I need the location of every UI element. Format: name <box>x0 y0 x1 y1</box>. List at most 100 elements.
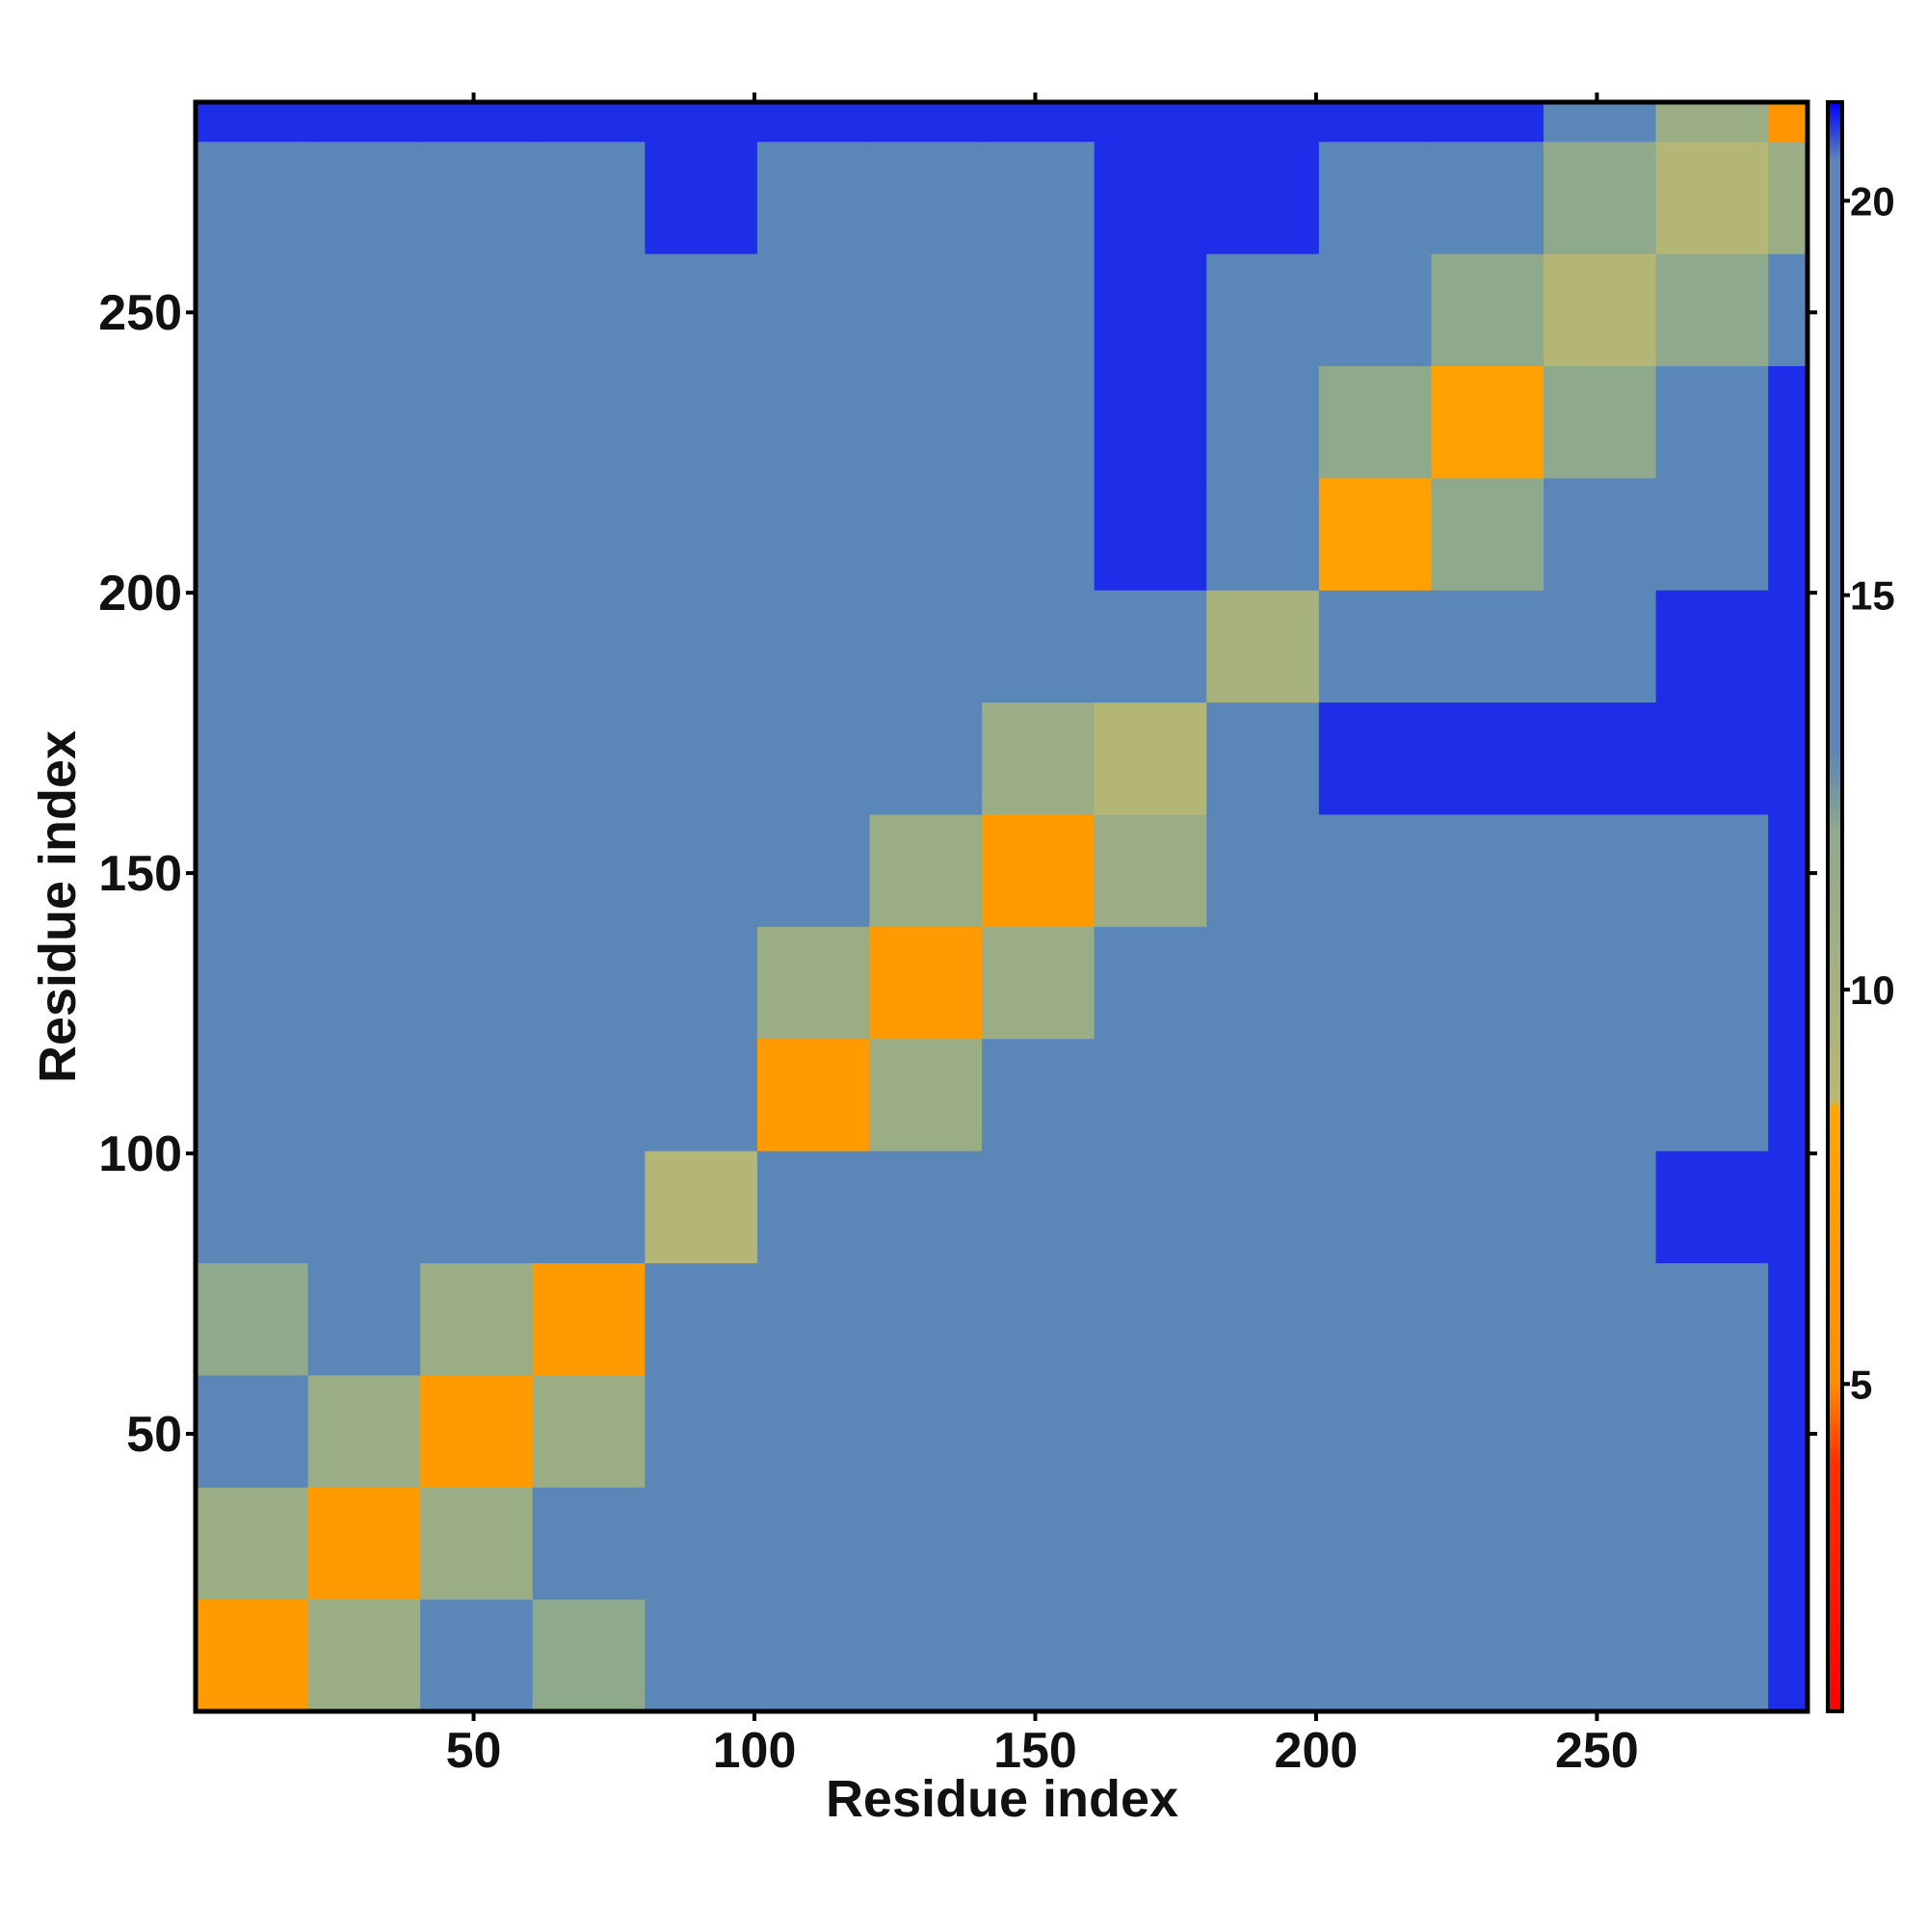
heatmap-cell <box>869 102 983 143</box>
heatmap-cell <box>1768 102 1808 143</box>
heatmap-cell <box>307 813 421 927</box>
heatmap-cell <box>756 253 871 366</box>
heatmap-cell <box>307 365 421 479</box>
heatmap-cell <box>869 813 983 927</box>
heatmap-cell <box>1094 590 1207 703</box>
heatmap-cell <box>982 1151 1095 1263</box>
heatmap-cell <box>1431 813 1544 927</box>
heatmap-cell <box>420 1487 534 1601</box>
heatmap-cell <box>532 1487 646 1601</box>
heatmap-cell <box>420 813 534 927</box>
heatmap-cell <box>1768 1374 1808 1488</box>
heatmap-cell <box>1768 926 1808 1040</box>
heatmap-cell <box>645 1599 758 1712</box>
heatmap-cell <box>1768 365 1808 479</box>
heatmap-cell <box>196 141 309 254</box>
heatmap-cell <box>532 477 646 591</box>
heatmap-cell <box>645 1151 758 1263</box>
heatmap-cell <box>307 1038 421 1151</box>
colorbar-tick-label: 15 <box>1850 573 1895 619</box>
heatmap-cell <box>982 1599 1095 1712</box>
heatmap-cell <box>196 253 309 366</box>
heatmap-cell <box>1318 590 1432 703</box>
heatmap-cell <box>645 926 758 1040</box>
heatmap-cell <box>756 1374 871 1488</box>
heatmap-cell <box>1655 926 1769 1040</box>
heatmap-cell <box>532 253 646 366</box>
heatmap-cell <box>307 1599 421 1712</box>
heatmap-cell <box>532 1262 646 1376</box>
heatmap-cell <box>1431 253 1544 366</box>
heatmap-cell <box>1768 1599 1808 1712</box>
heatmap-cell <box>869 1599 983 1712</box>
heatmap-cell <box>756 141 871 254</box>
x-tick-label: 250 <box>1555 1723 1639 1779</box>
heatmap-cell <box>982 477 1095 591</box>
heatmap-cell <box>307 701 421 815</box>
heatmap-cell <box>1544 1262 1657 1376</box>
heatmap-cell <box>196 1487 309 1601</box>
heatmap-cell <box>420 477 534 591</box>
heatmap-cell <box>196 1374 309 1488</box>
heatmap-cell <box>1431 141 1544 254</box>
heatmap-cell <box>869 253 983 366</box>
heatmap-cell <box>420 102 534 143</box>
heatmap-cell <box>196 1599 309 1712</box>
heatmap-cell <box>1094 813 1207 927</box>
heatmap-cell <box>532 141 646 254</box>
heatmap-cell <box>1318 1038 1432 1151</box>
heatmap-cell <box>1768 590 1808 703</box>
heatmap-cell <box>1768 253 1808 366</box>
heatmap-cell <box>982 253 1095 366</box>
heatmap-cell <box>1655 1599 1769 1712</box>
heatmap-cell <box>532 926 646 1040</box>
heatmap-cell <box>532 365 646 479</box>
heatmap-cell <box>982 813 1095 927</box>
heatmap-cell <box>1431 1038 1544 1151</box>
heatmap-cell <box>1544 253 1657 366</box>
heatmap-cell <box>1544 102 1657 143</box>
heatmap-cell <box>196 926 309 1040</box>
heatmap-cell <box>1094 253 1207 366</box>
heatmap-cell <box>756 1262 871 1376</box>
heatmap-cell <box>982 590 1095 703</box>
y-tick-label: 200 <box>98 566 182 622</box>
heatmap-cell <box>1655 365 1769 479</box>
heatmap-cell <box>869 590 983 703</box>
heatmap-cell <box>1094 102 1207 143</box>
heatmap-cell <box>1768 1038 1808 1151</box>
heatmap-cell <box>982 141 1095 254</box>
heatmap-cell <box>1318 701 1432 815</box>
heatmap-cell <box>1431 590 1544 703</box>
y-tick-label: 250 <box>98 285 182 341</box>
heatmap-cell <box>1544 1151 1657 1263</box>
heatmap-cell <box>1206 1487 1320 1601</box>
heatmap-cell <box>1206 102 1320 143</box>
heatmap-cell <box>1094 926 1207 1040</box>
heatmap-cell <box>756 701 871 815</box>
heatmap-cell <box>1431 926 1544 1040</box>
heatmap-cell <box>1431 477 1544 591</box>
heatmap-cell <box>982 1487 1095 1601</box>
x-axis-title: Residue index <box>826 1770 1178 1828</box>
heatmap-cell <box>756 1599 871 1712</box>
heatmap-cell <box>196 1262 309 1376</box>
heatmap-cell <box>420 141 534 254</box>
heatmap-cell <box>756 477 871 591</box>
heatmap-cell <box>196 590 309 703</box>
heatmap-cell <box>1655 141 1769 254</box>
heatmap-cell <box>196 701 309 815</box>
heatmap-cell <box>1094 141 1207 254</box>
heatmap-cell <box>1318 926 1432 1040</box>
heatmap-cell <box>645 477 758 591</box>
heatmap-cell <box>532 813 646 927</box>
heatmap-cell <box>1431 1599 1544 1712</box>
heatmap-cell <box>420 1374 534 1488</box>
heatmap-cell <box>1655 102 1769 143</box>
heatmap-cell <box>196 365 309 479</box>
heatmap-cell <box>1655 477 1769 591</box>
heatmap-cell <box>307 253 421 366</box>
heatmap-cell <box>1544 365 1657 479</box>
heatmap-cell <box>420 1151 534 1263</box>
heatmap-cell <box>532 701 646 815</box>
